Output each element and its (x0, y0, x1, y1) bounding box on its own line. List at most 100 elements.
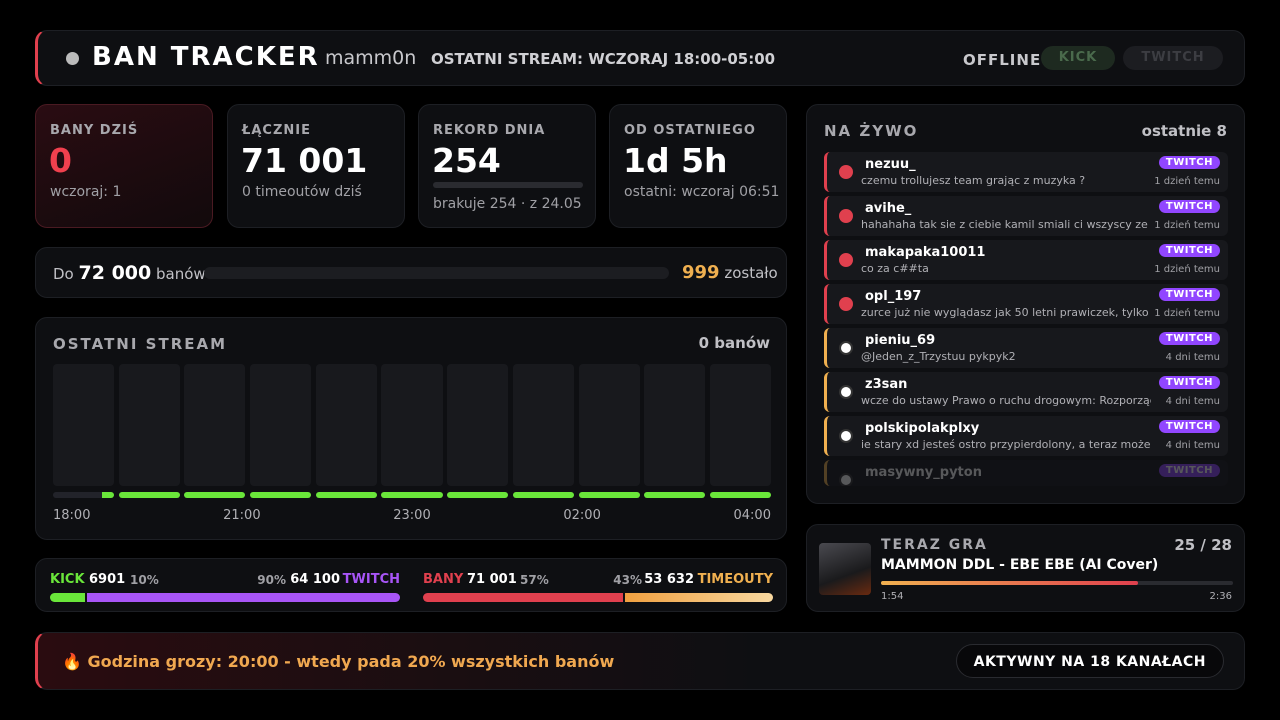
hour-column (512, 364, 574, 486)
hour-column (447, 364, 509, 486)
live-item: nezuu_ czemu trollujesz team grając z muz… (824, 152, 1228, 192)
username: polskipolakplxy (865, 421, 980, 436)
split-left-pct: 10% (130, 573, 159, 587)
np-duration: 2:36 (1209, 591, 1232, 602)
split-left-pct: 57% (520, 573, 549, 587)
stat-label: ŁĄCZNIE (242, 123, 311, 138)
hour-line (512, 492, 574, 498)
hour-column (709, 364, 771, 486)
time-label: 02:00 (563, 508, 601, 523)
split-right-pct: 90% (257, 573, 286, 587)
kind-icon (839, 297, 853, 311)
live-item: masywny_pyton TWITCH (824, 460, 1228, 486)
kind-icon (839, 341, 853, 355)
hour-line (644, 492, 706, 498)
split-track (423, 593, 773, 602)
album-art (819, 543, 871, 595)
username: avihe_ (865, 201, 912, 216)
hour-line (53, 492, 115, 498)
stat-value: 0 (49, 141, 72, 180)
hour-column (250, 364, 312, 486)
message: co za c##ta (861, 262, 929, 275)
stat-value: 254 (432, 141, 501, 180)
live-count: ostatnie 8 (1141, 122, 1227, 140)
stat-label: OD OSTATNIEGO (624, 123, 756, 138)
live-item: polskipolakplxy ie stary xd jesteś ostro … (824, 416, 1228, 456)
splits: KICK 6901 10% 90% 64 100 TWITCH BANY 71 001 57% 4… (35, 558, 787, 612)
title: BAN TRACKER (92, 42, 320, 72)
username: pieniu_69 (865, 333, 936, 348)
platform-badge: TWITCH (1158, 420, 1220, 433)
username: opl_197 (865, 289, 922, 304)
goal-track (204, 267, 669, 279)
kind-icon (839, 429, 853, 443)
header: BAN TRACKER mamm0n OSTATNI STREAM: WCZOR… (35, 30, 1245, 86)
split-left-name: BANY (423, 572, 464, 587)
platform-badge: TWITCH (1158, 156, 1220, 169)
hour-line (709, 492, 771, 498)
goal: Do 72 000 banów 999 zostało (35, 247, 787, 298)
split-right-pct: 43% (613, 573, 642, 587)
live-item: avihe_ hahahaha tak sie z ciebie kamil sm… (824, 196, 1228, 236)
platform-badge: TWITCH (1158, 200, 1220, 213)
np-track (881, 581, 1233, 585)
platform-badge: TWITCH (1158, 376, 1220, 389)
live-item: pieniu_69 @Jeden_z_Trzystuu pykpyk2 TWITCH… (824, 328, 1228, 368)
np-elapsed: 1:54 (881, 591, 904, 602)
stat-sub: 0 timeoutów dziś (242, 184, 362, 200)
message: hahahaha tak sie z ciebie kamil smiali c… (861, 218, 1151, 231)
stat-sub: ostatni: wczoraj 06:51 (624, 184, 780, 200)
hour-column (644, 364, 706, 486)
message: zurce już nie wyglądasz jak 50 letni pra… (861, 306, 1151, 319)
platform-twitch[interactable]: TWITCH (1123, 46, 1223, 70)
platform-kick[interactable]: KICK (1041, 46, 1115, 70)
split-left-bar (423, 593, 623, 602)
stat-value: 71 001 (241, 141, 368, 180)
np-label: TERAZ GRA (881, 537, 988, 553)
platform-badge: TWITCH (1158, 464, 1220, 477)
message: @Jeden_z_Trzystuu pykpyk2 (861, 350, 1016, 363)
time-label: 21:00 (223, 508, 261, 523)
time: 4 dni temu (1165, 396, 1220, 407)
message: czemu trollujesz team grając z muzyka ? (861, 174, 1086, 187)
stat-card: BANY DZIŚ 0 wczoraj: 1 (35, 104, 213, 228)
live-title: NA ŻYWO (824, 122, 919, 140)
status: OFFLINE (963, 51, 1042, 69)
last-stream-panel: OSTATNI STREAM 0 banów 18:00 21:00 23:00 02… (35, 317, 787, 540)
channel: mamm0n (325, 47, 417, 69)
stat-label: REKORD DNIA (433, 123, 546, 138)
goal-prefix: Do (53, 265, 74, 283)
live-item: makapaka10011 co za c##ta TWITCH 1 dzień te… (824, 240, 1228, 280)
hour-line (578, 492, 640, 498)
username: makapaka10011 (865, 245, 986, 260)
time-label: 04:00 (733, 508, 771, 523)
np-progress (881, 581, 1138, 585)
np-position: 25 / 28 (1174, 536, 1232, 554)
time-label: 23:00 (393, 508, 431, 523)
platform-badge: TWITCH (1158, 244, 1220, 257)
goal-unit: banów (156, 265, 206, 283)
split: KICK 6901 10% 90% 64 100 TWITCH (50, 572, 400, 612)
kind-icon (839, 473, 853, 486)
stat-sub: brakuje 254 · z 24.05 (433, 196, 582, 212)
hour-column (184, 364, 246, 486)
footer-badge: AKTYWNY NA 18 KANAŁACH (955, 644, 1224, 678)
split-left-name: KICK (50, 572, 85, 587)
time: 1 dzień temu (1154, 264, 1220, 275)
kind-icon (839, 209, 853, 223)
split: BANY 71 001 57% 43% 53 632 TIMEOUTY (423, 572, 773, 612)
hour-column (53, 364, 115, 486)
hour-line (184, 492, 246, 498)
hour-column (381, 364, 443, 486)
kind-icon (839, 165, 853, 179)
username: masywny_pyton (865, 465, 982, 480)
hour-column (315, 364, 377, 486)
time: 1 dzień temu (1154, 176, 1220, 187)
message: ie stary xd jesteś ostro przypierdolony,… (861, 438, 1151, 451)
goal-target: 72 000 (78, 262, 152, 284)
status-dot (66, 52, 79, 65)
footer: 🔥 Godzina grozy: 20:00 - wtedy pada 20% … (35, 632, 1245, 690)
